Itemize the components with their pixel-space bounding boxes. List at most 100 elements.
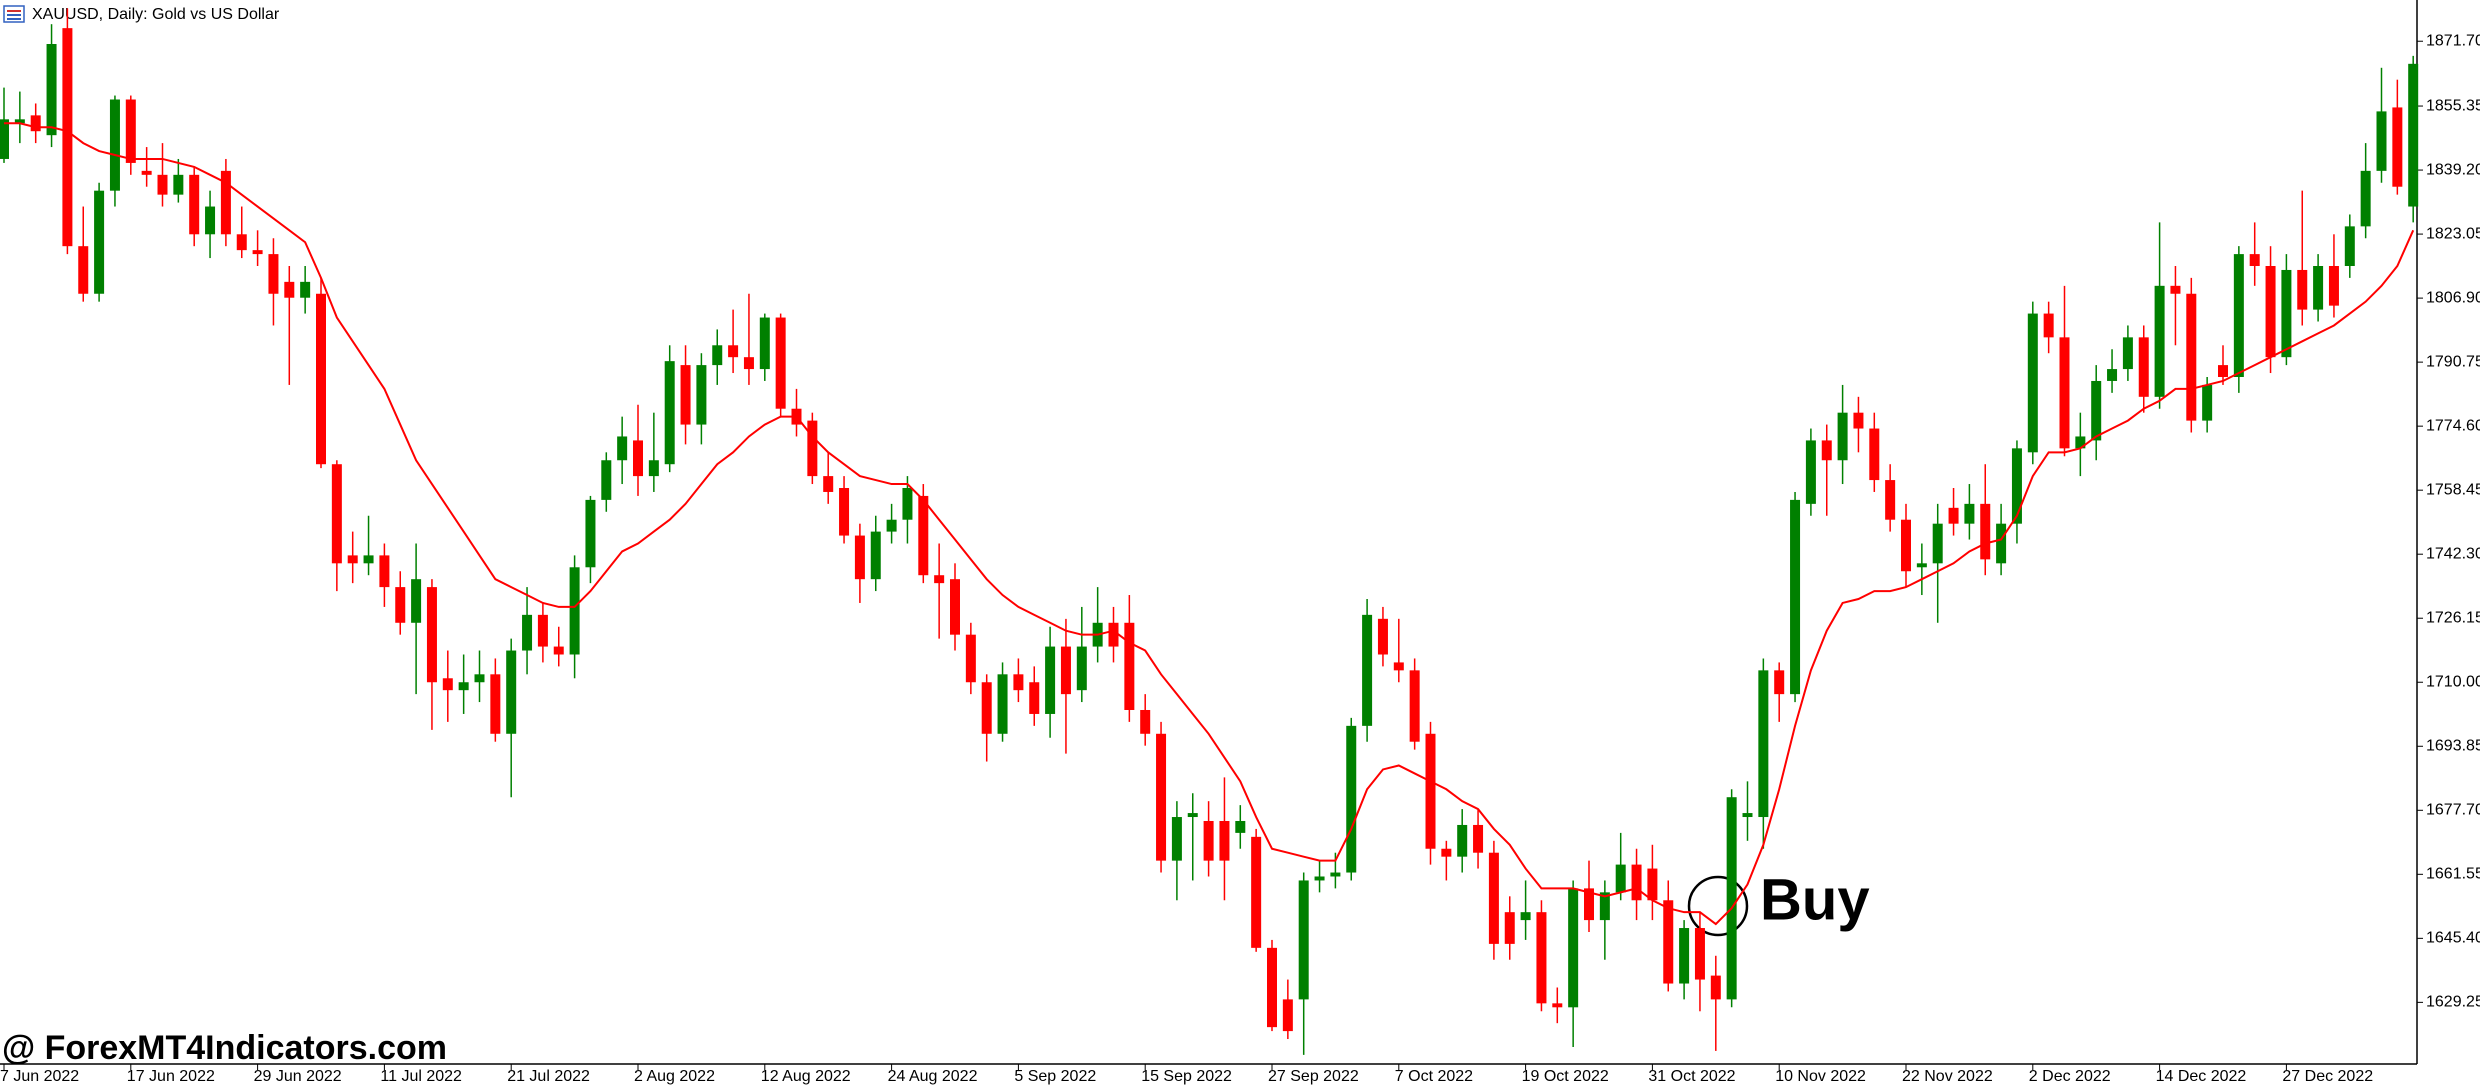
candle-body <box>2043 313 2054 338</box>
candle-body <box>1330 872 1341 877</box>
candle-body <box>1473 824 1484 853</box>
candle-body <box>1441 848 1452 857</box>
candle-body <box>173 174 184 195</box>
candle-body <box>807 420 818 477</box>
x-tick-label: 27 Sep 2022 <box>1268 1068 1359 1085</box>
x-tick-label: 11 Jul 2022 <box>380 1068 462 1085</box>
x-tick-label: 24 Aug 2022 <box>888 1068 978 1085</box>
candle-body <box>553 646 564 655</box>
candle-body <box>1045 646 1056 714</box>
x-tick-label: 22 Nov 2022 <box>1902 1068 1993 1085</box>
candle-body <box>2091 380 2102 441</box>
x-tick-label: 29 Jun 2022 <box>254 1068 342 1085</box>
candle-body <box>1837 412 1848 461</box>
candle-body <box>522 614 533 651</box>
candle-body <box>458 682 469 691</box>
candle-body <box>1267 947 1277 1028</box>
candle-body <box>252 250 263 255</box>
x-tick-label: 27 Dec 2022 <box>2282 1068 2373 1085</box>
candle-body <box>569 567 580 655</box>
candle-body <box>2154 285 2165 397</box>
candle-body <box>1029 682 1040 714</box>
candle-body <box>1805 440 1816 504</box>
candle-body <box>109 99 120 191</box>
candle-body <box>141 170 152 175</box>
candle-body <box>14 119 25 124</box>
y-tick-label: 1710.00 <box>2426 673 2480 690</box>
y-tick-label: 1645.40 <box>2426 930 2480 947</box>
candle-body <box>2122 337 2133 370</box>
x-tick-label: 21 Jul 2022 <box>507 1068 590 1085</box>
candle-body <box>1631 864 1642 901</box>
candle-body <box>1187 813 1198 818</box>
candle-body <box>870 531 881 580</box>
candle-body <box>1964 503 1975 524</box>
candle-body <box>1742 813 1753 818</box>
candle-body <box>1758 670 1769 818</box>
candle-body <box>1552 1003 1563 1008</box>
candle-body <box>2186 293 2197 421</box>
candle-body <box>1853 412 1864 429</box>
y-tick-label: 1693.85 <box>2426 737 2480 754</box>
candle-body <box>585 499 596 568</box>
x-tick-label: 19 Oct 2022 <box>1522 1068 1609 1085</box>
buy-circle <box>1687 875 1749 937</box>
candle-body <box>1060 646 1071 695</box>
candle-body <box>1219 820 1230 861</box>
candle-body <box>2281 269 2292 358</box>
candle-body <box>2011 448 2022 524</box>
candle-body <box>902 487 913 520</box>
candle-body <box>537 614 548 647</box>
candle-body <box>62 28 73 247</box>
candle-body <box>1171 817 1182 861</box>
x-tick-label: 2 Aug 2022 <box>634 1068 715 1085</box>
candle-body <box>30 115 41 132</box>
candle-body <box>918 495 929 576</box>
candle-body <box>2233 254 2244 377</box>
candle-body <box>1504 912 1515 944</box>
watermark: @ ForexMT4Indicators.com <box>2 1029 447 1067</box>
candle-body <box>268 254 279 294</box>
candle-body <box>617 436 628 461</box>
candle-body <box>411 579 422 623</box>
candle-body <box>1108 622 1119 647</box>
candle-body <box>1425 733 1436 849</box>
candle-body <box>759 317 770 370</box>
candle-body <box>125 99 136 163</box>
candle-body <box>363 555 374 564</box>
candle-body <box>1790 499 1801 695</box>
candle-body <box>1901 519 1911 572</box>
candle-body <box>1251 836 1262 948</box>
candle-body <box>395 587 406 623</box>
moving-average-line <box>4 122 2415 926</box>
candle-body <box>2249 254 2260 266</box>
candle-body <box>1457 824 1468 857</box>
candle-body <box>1869 428 1880 481</box>
candle-body <box>1314 876 1325 881</box>
candle-body <box>300 281 311 298</box>
candle-body <box>775 317 786 409</box>
x-tick-label: 10 Nov 2022 <box>1775 1068 1866 1085</box>
candle-body <box>1140 709 1151 734</box>
candle-body <box>78 246 89 294</box>
candle-body <box>934 575 945 584</box>
candle-body <box>426 587 437 683</box>
candle-body <box>2297 269 2308 310</box>
y-tick-label: 1629.25 <box>2426 994 2480 1011</box>
candle-body <box>1488 852 1499 944</box>
y-tick-label: 1742.30 <box>2426 545 2480 562</box>
candle-body <box>823 476 834 492</box>
y-tick-label: 1871.70 <box>2426 32 2480 49</box>
candle-body <box>633 440 643 477</box>
candle-body <box>2138 337 2149 397</box>
candle-body <box>1520 912 1531 921</box>
buy-annotation: Buy <box>1760 867 1870 932</box>
candle-body <box>1996 523 2007 564</box>
candle-body <box>712 345 723 366</box>
candle-body <box>2328 266 2339 306</box>
candle-body <box>1726 797 1737 1000</box>
y-tick-label: 1661.55 <box>2426 866 2480 883</box>
candle-body <box>728 345 739 358</box>
